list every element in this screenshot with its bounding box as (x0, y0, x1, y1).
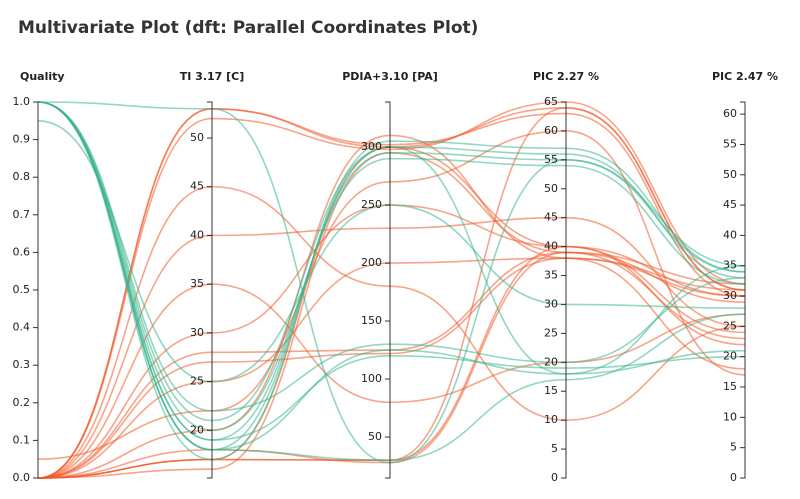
tick-label: 50 (544, 182, 558, 195)
record-line (37, 152, 746, 479)
tick-label: 35 (190, 277, 204, 290)
tick-label: 45 (544, 211, 558, 224)
tick-label: 1.0 (13, 95, 31, 108)
tick-label: 0 (551, 471, 558, 484)
axes: Quality 0.0 0.1 0.2 0.3 0.4 0.5 0.6 0.7 0.8 0.9 1.0… (13, 70, 779, 484)
tick-label: 45 (190, 180, 204, 193)
record-line (37, 101, 746, 461)
tick-label: 0.0 (13, 471, 31, 484)
tick-label: 55 (544, 153, 558, 166)
tick-label: 0.6 (13, 245, 31, 258)
tick-label: 300 (361, 140, 382, 153)
record-line (37, 257, 746, 479)
tick-label: 5 (730, 441, 737, 454)
tick-label: 0.7 (13, 208, 31, 221)
tick-label: 40 (190, 228, 204, 241)
axis-line (385, 101, 391, 479)
axis-title: TI 3.17 [C] (180, 70, 245, 83)
tick-label: 0.8 (13, 170, 31, 183)
axis-title: PIC 2.47 % (712, 70, 778, 83)
tick-label: 20 (723, 350, 737, 363)
tick-label: 200 (361, 256, 382, 269)
tick-label: 60 (544, 124, 558, 137)
tick-label: 150 (361, 314, 382, 327)
tick-label: 25 (190, 375, 204, 388)
tick-label: 60 (723, 107, 737, 120)
tick-label: 10 (544, 413, 558, 426)
tick-label: 50 (723, 168, 737, 181)
tick-label: 10 (723, 410, 737, 423)
tick-label: 40 (723, 228, 737, 241)
tick-label: 65 (544, 95, 558, 108)
tick-label: 50 (368, 430, 382, 443)
record-line (37, 283, 746, 479)
record-line (37, 101, 746, 422)
tick-label: 20 (190, 423, 204, 436)
tick-label: 0.3 (13, 358, 31, 371)
tick-label: 25 (723, 319, 737, 332)
tick-label: 30 (190, 326, 204, 339)
record-line (37, 101, 746, 441)
record-line (37, 120, 746, 383)
record-line (37, 106, 746, 479)
record-line (37, 101, 746, 451)
tick-label: 35 (723, 259, 737, 272)
record-line (37, 216, 746, 479)
tick-label: 20 (544, 355, 558, 368)
tick-label: 25 (544, 326, 558, 339)
record-line (37, 101, 746, 464)
record-line (37, 101, 746, 462)
axis-title: PIC 2.27 % (533, 70, 599, 83)
tick-label: 100 (361, 372, 382, 385)
tick-label: 250 (361, 198, 382, 211)
tick-label: 45 (723, 198, 737, 211)
record-line (37, 251, 746, 479)
tick-label: 0.4 (13, 321, 31, 334)
tick-label: 35 (544, 269, 558, 282)
record-line (37, 101, 746, 432)
chart-title: Multivariate Plot (dft: Parallel Coordin… (18, 18, 478, 38)
tick-label: 30 (544, 297, 558, 310)
tick-label: 15 (723, 380, 737, 393)
tick-label: 50 (190, 131, 204, 144)
record-line (37, 101, 746, 412)
axis-line (561, 101, 567, 479)
axis-line (207, 101, 213, 479)
record-line (37, 101, 746, 451)
lines (37, 101, 746, 479)
record-line (37, 134, 746, 479)
tick-label: 30 (723, 289, 737, 302)
tick-label: 0 (730, 471, 737, 484)
tick-label: 5 (551, 442, 558, 455)
tick-label: 15 (544, 384, 558, 397)
axis-title: PDIA+3.10 [PA] (342, 70, 438, 83)
tick-label: 40 (544, 240, 558, 253)
tick-label: 0.5 (13, 283, 31, 296)
tick-label: 0.2 (13, 396, 31, 409)
tick-label: 0.1 (13, 433, 31, 446)
tick-label: 55 (723, 137, 737, 150)
tick-label: 0.9 (13, 133, 31, 146)
axis-title: Quality (20, 70, 65, 83)
